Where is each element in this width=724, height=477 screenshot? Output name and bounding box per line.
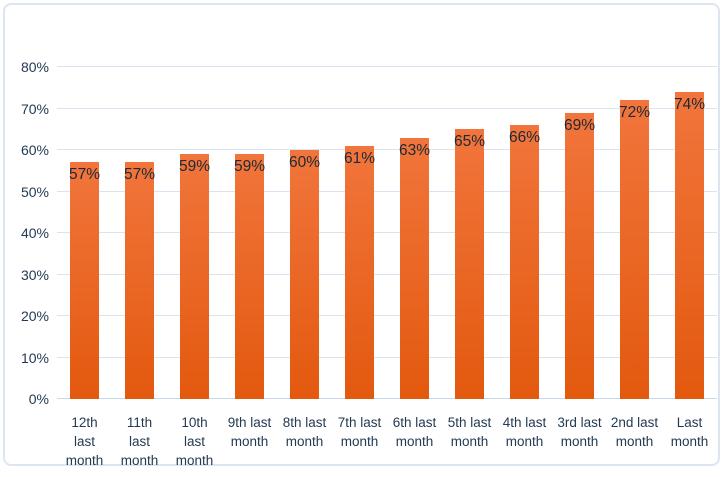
- x-tick-label: 3rd last month: [552, 413, 607, 470]
- gridline: [57, 149, 717, 150]
- x-tick-label: 12th last month: [57, 413, 112, 470]
- bar-value-label: 59%: [233, 158, 266, 176]
- x-tick-label-line: last: [73, 434, 95, 449]
- bar-slot: 63%: [387, 67, 442, 399]
- y-tick-label: 10%: [20, 349, 49, 366]
- y-tick-label: 20%: [20, 308, 49, 324]
- plot-area: 57% 57% 59% 59% 60% 61% 63% 65% 66% 69% 72% 74%: [57, 66, 717, 399]
- x-tick-label-line: 12th: [71, 415, 98, 430]
- x-axis-line: [57, 398, 717, 399]
- bar-value-label: 74%: [673, 95, 706, 113]
- gridline: [57, 273, 717, 275]
- bar-slot: 59%: [222, 67, 277, 399]
- x-tick-label: 8th last month: [277, 413, 332, 470]
- bar: 59%: [178, 154, 211, 399]
- bar: 60%: [288, 150, 321, 399]
- x-tick-label-line: month: [505, 434, 544, 449]
- bar: 66%: [508, 125, 541, 399]
- x-tick-label-line: 2nd last: [610, 415, 659, 430]
- bar-slot: 60%: [277, 67, 332, 399]
- x-tick-label-line: Last: [676, 415, 703, 430]
- x-tick-label-line: month: [670, 434, 709, 449]
- bar-value-label: 66%: [508, 129, 541, 147]
- bar-slot: 66%: [497, 67, 552, 399]
- bar-value-label: 61%: [343, 149, 376, 167]
- x-tick-label-line: 3rd last: [557, 415, 602, 430]
- bar-value-label: 69%: [563, 116, 596, 134]
- x-tick-label-line: month: [175, 453, 214, 468]
- bar: 74%: [673, 91, 706, 399]
- x-tick-label-line: last: [128, 434, 150, 449]
- x-tick-label-line: month: [450, 434, 489, 449]
- x-tick-label-line: 9th last: [227, 415, 272, 430]
- bars-container: 57% 57% 59% 59% 60% 61% 63% 65% 66% 69% 72% 74%: [57, 67, 717, 399]
- gridline: [57, 190, 717, 192]
- y-tick-label: 0%: [28, 391, 49, 407]
- x-tick-label: 4th last month: [497, 413, 552, 470]
- bar: 57%: [123, 162, 156, 399]
- x-tick-label-line: 6th last: [392, 415, 437, 430]
- bar-value-label: 59%: [178, 158, 211, 176]
- bar: 61%: [343, 145, 376, 399]
- y-tick-label: 80%: [20, 59, 49, 75]
- x-tick-label: 10th last month: [167, 413, 222, 470]
- y-tick-label: 70%: [20, 100, 49, 117]
- x-axis-labels: 12th last month 11th last month 10th last month 9…: [57, 413, 717, 470]
- x-tick-label: Last month: [662, 413, 717, 470]
- chart-frame: 57% 57% 59% 59% 60% 61% 63% 65% 66% 69% 72% 74% 12t…: [3, 3, 720, 468]
- x-tick-label-line: 7th last: [337, 415, 382, 430]
- bar-value-label: 60%: [288, 154, 321, 171]
- bar-slot: 69%: [552, 67, 607, 399]
- gridline: [57, 315, 717, 316]
- gridline: [57, 66, 717, 67]
- x-tick-label-line: month: [120, 453, 159, 468]
- bar: 69%: [563, 112, 596, 399]
- bar: 57%: [68, 162, 101, 399]
- gridline: [57, 356, 717, 358]
- x-tick-label: 7th last month: [332, 413, 387, 470]
- bar-slot: 74%: [662, 67, 717, 399]
- x-tick-label-line: 4th last: [502, 415, 547, 430]
- x-tick-label: 11th last month: [112, 413, 167, 470]
- bar: 63%: [398, 137, 431, 399]
- x-tick-label-line: 10th: [181, 415, 208, 430]
- x-tick-label-line: last: [183, 434, 205, 449]
- x-tick-label: 9th last month: [222, 413, 277, 470]
- bar-slot: 72%: [607, 67, 662, 399]
- y-tick-label: 40%: [20, 225, 49, 241]
- x-tick-label: 2nd last month: [607, 413, 662, 470]
- x-tick-label-line: month: [340, 434, 379, 449]
- x-tick-label-line: month: [65, 453, 104, 468]
- bar-slot: 61%: [332, 67, 387, 399]
- x-tick-label-line: month: [395, 434, 434, 449]
- x-tick-label-line: 8th last: [282, 415, 327, 430]
- bar-slot: 57%: [112, 67, 167, 399]
- x-tick-label-line: month: [285, 434, 324, 449]
- y-tick-label: 60%: [20, 142, 49, 158]
- bar-slot: 65%: [442, 67, 497, 399]
- bar-slot: 57%: [57, 67, 112, 399]
- x-tick-label: 5th last month: [442, 413, 497, 470]
- bar-value-label: 65%: [453, 133, 486, 151]
- bar-value-label: 57%: [123, 166, 156, 184]
- bar-slot: 59%: [167, 67, 222, 399]
- x-tick-label-line: 5th last: [447, 415, 492, 430]
- gridline: [57, 232, 717, 233]
- y-tick-label: 50%: [20, 183, 49, 200]
- bar-value-label: 72%: [618, 104, 651, 122]
- bar-value-label: 57%: [68, 166, 101, 184]
- x-tick-label: 6th last month: [387, 413, 442, 470]
- gridline: [57, 107, 717, 109]
- x-tick-label-line: month: [560, 434, 599, 449]
- x-tick-label-line: month: [615, 434, 654, 449]
- bar: 59%: [233, 154, 266, 399]
- y-tick-label: 30%: [20, 266, 49, 283]
- bar: 72%: [618, 100, 651, 399]
- x-tick-label-line: month: [230, 434, 269, 449]
- x-tick-label-line: 11th: [126, 415, 153, 430]
- bar-value-label: 63%: [398, 141, 431, 159]
- bar: 65%: [453, 129, 486, 399]
